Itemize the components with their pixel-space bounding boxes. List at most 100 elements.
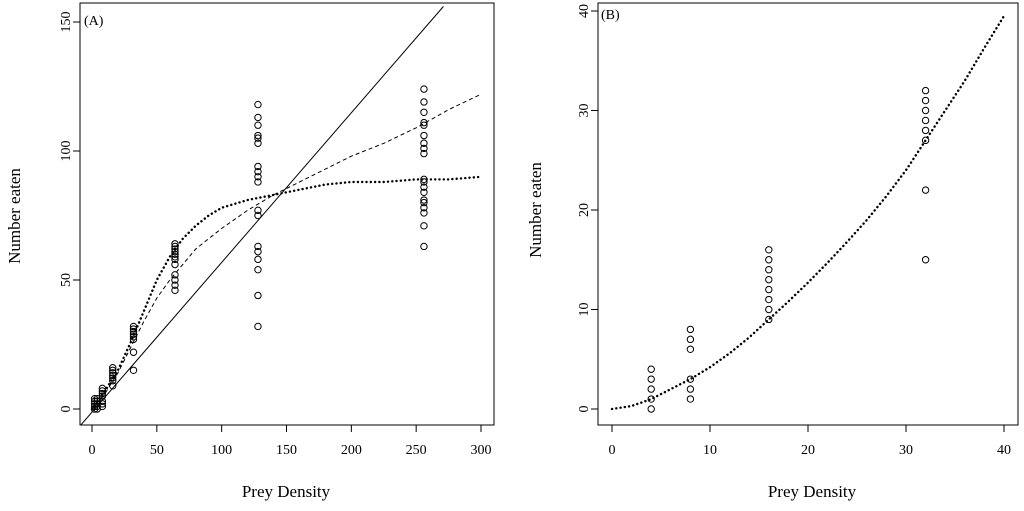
data-point (420, 108, 428, 117)
x-tick-label: 10 (703, 443, 717, 458)
data-point (254, 134, 262, 142)
y-tick-label: 0 (577, 406, 592, 413)
data-point (420, 139, 428, 147)
data-point (254, 131, 262, 140)
x-tick-label: 300 (471, 443, 492, 458)
data-point (921, 86, 930, 95)
data-point (98, 402, 107, 411)
data-point (420, 198, 428, 207)
panel-b: (B) Prey Density Number eaten 0 10 20 30 40 … (526, 2, 1019, 501)
data-point (171, 271, 179, 279)
data-point (171, 260, 179, 269)
data-point (420, 188, 428, 196)
data-point (420, 85, 428, 93)
y-tick-label: 0 (59, 406, 74, 413)
data-point (921, 186, 930, 194)
data-point (765, 256, 773, 264)
panel-a-label: (A) (84, 14, 104, 29)
data-point (420, 131, 428, 140)
data-point (98, 387, 107, 395)
panel-a-frame (79, 2, 495, 426)
panel-b-curves (610, 14, 1006, 411)
data-point (647, 375, 655, 383)
data-point (420, 144, 428, 153)
data-point (129, 322, 138, 331)
y-tick-label: 10 (577, 303, 592, 317)
curve-dashed (91, 93, 482, 410)
data-point (765, 295, 773, 304)
data-point (254, 265, 262, 274)
x-tick-label: 50 (150, 443, 164, 458)
panel-b-frame (597, 2, 1019, 426)
panel-a-y-ticks: 0 50 100 150 (59, 12, 80, 413)
y-tick-label: 50 (59, 273, 74, 287)
data-point (420, 118, 428, 127)
data-point (254, 162, 262, 171)
panel-a-xlabel: Prey Density (242, 482, 331, 501)
data-point (171, 250, 179, 258)
data-point (129, 330, 138, 338)
y-tick-label: 100 (59, 141, 74, 162)
data-point (254, 167, 262, 176)
data-point (129, 335, 138, 344)
data-point (254, 291, 262, 300)
data-point (420, 121, 428, 129)
data-point (254, 206, 262, 215)
data-point (420, 149, 428, 158)
data-point (109, 376, 117, 385)
data-point (765, 285, 773, 294)
data-point (686, 395, 695, 403)
x-tick-label: 20 (801, 443, 815, 458)
data-point (647, 405, 655, 413)
data-point (109, 374, 117, 382)
data-point (420, 196, 428, 204)
data-point (254, 255, 262, 264)
data-point (686, 325, 695, 334)
data-point (109, 364, 117, 372)
data-point (647, 385, 655, 393)
data-point (254, 121, 262, 129)
data-point (921, 256, 930, 264)
panel-b-x-ticks: 0 10 20 30 40 (609, 425, 1011, 458)
data-point (129, 325, 138, 333)
panel-a: (A) Prey Density Number eaten 0 50 100 150 2… (5, 2, 495, 501)
data-point (171, 245, 179, 253)
panel-b-points (647, 86, 930, 413)
curve-dotted (610, 14, 1006, 411)
data-point (921, 136, 930, 145)
data-point (254, 322, 262, 331)
data-point (921, 96, 930, 105)
data-point (921, 126, 930, 135)
data-point (765, 246, 773, 254)
data-point (254, 113, 262, 122)
data-point (254, 173, 262, 181)
x-tick-label: 200 (341, 443, 362, 458)
panel-a-curves (80, 6, 483, 425)
data-point (171, 281, 179, 289)
panel-a-ylabel: Number eaten (5, 168, 24, 264)
data-point (109, 366, 117, 374)
data-point (420, 178, 428, 186)
data-point (420, 209, 428, 217)
data-point (420, 222, 428, 230)
panel-a-x-ticks: 0 50 100 150 200 250 300 (89, 425, 492, 458)
data-point (171, 255, 179, 264)
data-point (921, 106, 930, 115)
x-tick-label: 0 (89, 443, 96, 458)
data-point (765, 275, 773, 284)
data-point (420, 98, 428, 106)
y-tick-label: 150 (59, 12, 74, 33)
curve-dotted (90, 175, 483, 411)
data-point (254, 247, 262, 256)
data-point (171, 253, 179, 261)
panel-a-points (90, 85, 428, 413)
data-point (171, 242, 179, 251)
data-point (109, 382, 117, 390)
data-point (254, 211, 262, 220)
data-point (254, 242, 262, 251)
data-point (98, 384, 107, 393)
data-point (420, 183, 428, 191)
data-point (686, 385, 695, 393)
y-tick-label: 40 (577, 4, 592, 18)
x-tick-label: 150 (276, 443, 297, 458)
